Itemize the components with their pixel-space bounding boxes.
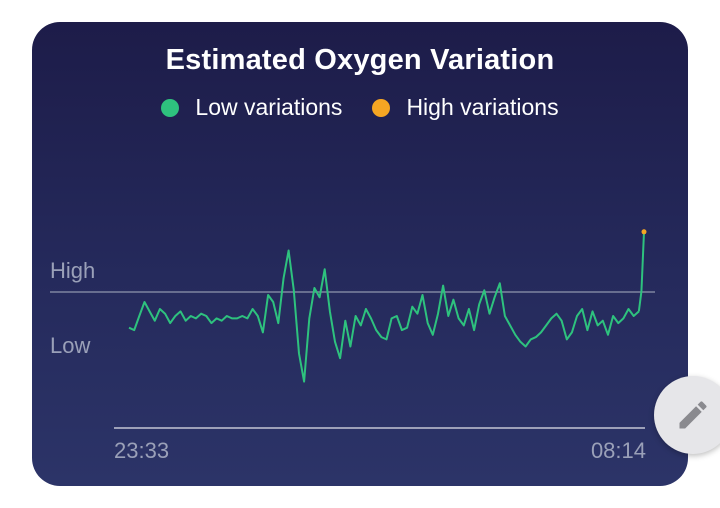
series-layer — [128, 229, 647, 383]
oxygen-chart: High Low 23:33 08:14 — [50, 229, 655, 463]
chart-legend: Low variations High variations — [32, 94, 688, 121]
edit-button[interactable] — [654, 376, 720, 454]
y-label-high: High — [50, 258, 95, 283]
oxygen-variation-card: Estimated Oxygen Variation Low variation… — [32, 22, 688, 486]
legend-label-low: Low variations — [195, 94, 343, 120]
legend-dot-high — [372, 98, 391, 117]
chart-title: Estimated Oxygen Variation — [165, 44, 555, 76]
series-line-low-variations — [128, 249, 640, 383]
series-point-high-variation — [641, 229, 647, 235]
series-line-rise — [637, 231, 645, 312]
y-label-low: Low — [50, 333, 90, 358]
legend-label-high: High variations — [406, 94, 559, 120]
pencil-icon — [679, 401, 707, 429]
x-tick-start: 23:33 — [114, 438, 169, 463]
legend-item-high: High variations — [372, 94, 559, 121]
legend-item-low: Low variations — [161, 94, 342, 121]
x-tick-end: 08:14 — [591, 438, 646, 463]
legend-dot-low — [161, 98, 180, 117]
